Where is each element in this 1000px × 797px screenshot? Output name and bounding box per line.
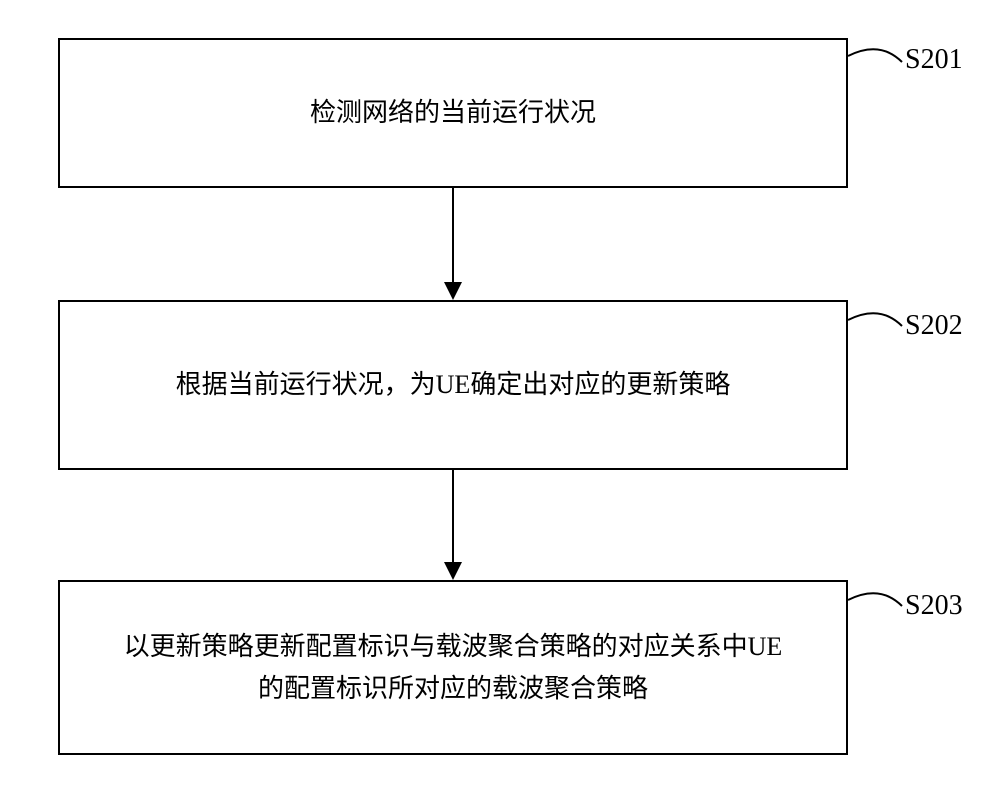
flowchart-canvas: 检测网络的当前运行状况S201根据当前运行状况，为UE确定出对应的更新策略S20… xyxy=(0,0,1000,797)
arrow-down-icon xyxy=(444,282,462,300)
leader-s203 xyxy=(0,0,1000,797)
arrow-down-icon xyxy=(444,562,462,580)
connector-s202-s203 xyxy=(452,470,454,562)
connector-s201-s202 xyxy=(452,188,454,282)
